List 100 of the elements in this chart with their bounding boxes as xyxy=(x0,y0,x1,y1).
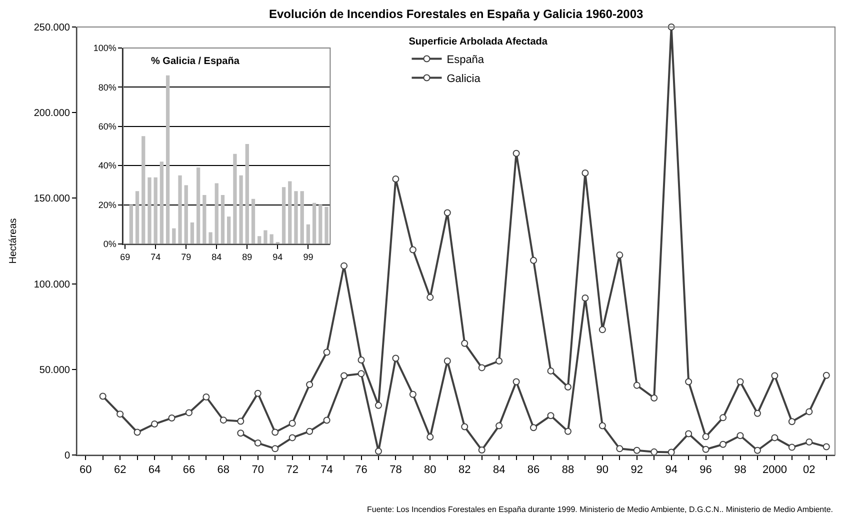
point xyxy=(340,372,348,380)
point xyxy=(547,367,554,374)
point xyxy=(788,444,796,451)
x-tick-label: 98 xyxy=(734,464,746,476)
point xyxy=(202,393,210,400)
bar xyxy=(166,75,170,244)
point xyxy=(134,428,141,436)
bar xyxy=(178,175,182,244)
point xyxy=(616,252,624,259)
bar xyxy=(129,204,134,244)
point xyxy=(633,382,640,389)
point xyxy=(496,358,503,365)
y-tick-label: 60% xyxy=(98,122,116,132)
x-tick-label: 89 xyxy=(242,252,252,262)
x-tick-label: 84 xyxy=(212,252,222,262)
point xyxy=(720,440,727,448)
x-tick-label: 86 xyxy=(527,464,540,476)
point xyxy=(547,412,554,420)
point xyxy=(530,424,538,432)
x-tick-label: 92 xyxy=(630,464,644,476)
point xyxy=(374,402,382,409)
point xyxy=(771,372,778,380)
source-note: Fuente: Los Incendios Forestales en España durante 1999. Ministerio de Medio Ambiente, D.G.C.N.. Ministerio de Medio Ambiente. xyxy=(367,505,834,514)
bar xyxy=(312,202,316,244)
bar xyxy=(135,191,140,244)
x-tick-label: 74 xyxy=(320,464,333,476)
bar xyxy=(154,177,158,244)
bar xyxy=(142,136,146,244)
bar xyxy=(148,177,152,244)
point xyxy=(530,256,538,264)
x-tick-label: 80 xyxy=(424,464,436,476)
bar xyxy=(282,187,286,244)
point xyxy=(288,420,296,427)
bar xyxy=(227,216,231,244)
point xyxy=(512,378,520,386)
x-tick-label: 94 xyxy=(665,464,678,476)
bar xyxy=(220,194,225,244)
point xyxy=(392,176,400,183)
bar xyxy=(190,222,194,244)
point xyxy=(237,418,244,425)
y-axis-title: Hectáreas xyxy=(8,218,19,264)
y-tick-label: 80% xyxy=(98,82,116,92)
point xyxy=(306,428,314,435)
text: % Galicia / España xyxy=(151,56,240,67)
point xyxy=(288,434,296,442)
point xyxy=(564,428,572,435)
point xyxy=(788,418,796,426)
y-tick-label: 50.000 xyxy=(39,364,70,376)
x-tick-label: 84 xyxy=(492,464,506,476)
point xyxy=(822,372,830,379)
y-tick-label: 40% xyxy=(98,160,116,171)
point xyxy=(650,448,658,456)
point xyxy=(702,433,710,440)
point xyxy=(323,416,330,424)
point xyxy=(496,422,503,430)
point xyxy=(237,430,244,437)
point xyxy=(168,414,176,422)
point xyxy=(633,446,640,454)
bar xyxy=(214,183,218,244)
x-tick-label: 99 xyxy=(303,252,314,262)
y-tick-label: 100% xyxy=(93,43,116,54)
point xyxy=(685,378,692,386)
point xyxy=(323,348,330,356)
x-tick-label: 60 xyxy=(79,464,92,476)
bar xyxy=(306,224,310,244)
point xyxy=(461,340,468,347)
bar xyxy=(172,228,176,244)
legend-label: España xyxy=(446,54,485,66)
point xyxy=(736,432,744,440)
y-tick-label: 20% xyxy=(98,200,116,210)
bar xyxy=(251,198,256,244)
bar xyxy=(233,154,237,244)
point xyxy=(409,246,416,254)
bar xyxy=(300,191,304,244)
x-tick-label: 66 xyxy=(182,464,196,476)
bar xyxy=(245,144,249,244)
point xyxy=(461,423,468,430)
point xyxy=(702,446,710,453)
x-tick-label: 96 xyxy=(700,464,712,476)
point xyxy=(185,409,192,416)
point xyxy=(340,262,348,270)
x-tick-label: 78 xyxy=(390,464,402,476)
bar xyxy=(196,168,200,244)
legend-label: Galicia xyxy=(446,73,482,86)
point xyxy=(582,294,589,302)
bar xyxy=(264,230,268,244)
x-tick-label: 72 xyxy=(286,464,298,476)
y-tick-label: 150.000 xyxy=(34,194,70,205)
x-tick-label: 90 xyxy=(596,464,609,476)
point xyxy=(358,370,365,378)
x-tick-label: 94 xyxy=(272,252,283,262)
point xyxy=(444,209,451,216)
y-tick-label: 0 xyxy=(64,450,70,462)
x-tick-label: 69 xyxy=(120,252,130,262)
point xyxy=(306,381,314,388)
point xyxy=(272,445,279,452)
y-tick-label: 100.000 xyxy=(34,279,70,290)
point xyxy=(720,414,727,422)
point xyxy=(598,326,606,334)
x-tick-label: 79 xyxy=(181,252,192,262)
